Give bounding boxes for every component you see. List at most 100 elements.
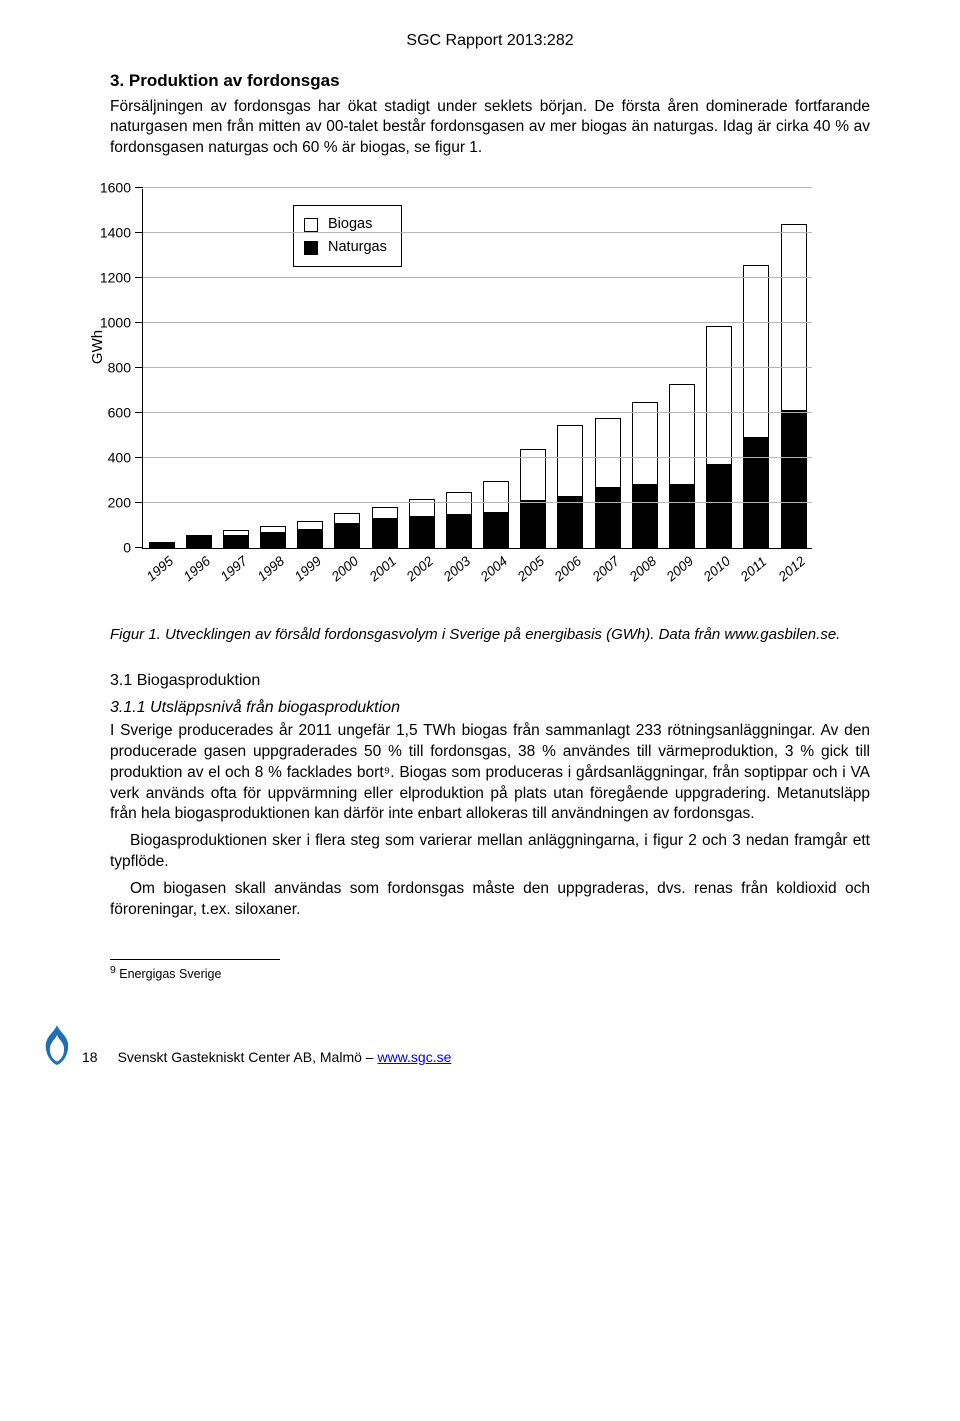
bar-segment-biogas	[372, 507, 398, 519]
flame-icon	[40, 1023, 74, 1067]
bar-segment-naturgas	[149, 544, 175, 548]
gridline	[143, 322, 812, 323]
gridline	[143, 232, 812, 233]
footer-org: Svenskt Gastekniskt Center AB, Malmö –	[118, 1049, 378, 1065]
bar-stack	[372, 507, 398, 549]
gridline	[143, 502, 812, 503]
intro-paragraph: Försäljningen av fordonsgas har ökat sta…	[110, 97, 870, 160]
y-axis-title: GWh	[88, 330, 108, 364]
x-tick-label: 1997	[217, 553, 252, 586]
body-paragraph-3: Om biogasen skall användas som fordonsga…	[110, 879, 870, 921]
bar-segment-naturgas	[446, 515, 472, 549]
figure-1-chart: GWh Biogas Naturgas 19951996199719981999…	[80, 177, 870, 617]
bar-slot: 1995	[143, 189, 180, 548]
y-tick	[135, 322, 143, 323]
footer-text: Svenskt Gastekniskt Center AB, Malmö – w…	[118, 1048, 452, 1067]
bar-segment-biogas	[483, 481, 509, 514]
bar-slot: 2002	[403, 189, 440, 548]
x-tick-label: 2007	[589, 553, 624, 586]
figure-1-caption: Figur 1. Utvecklingen av försåld fordons…	[110, 625, 870, 645]
x-tick-label: 2011	[737, 554, 771, 587]
x-tick-label: 2004	[477, 553, 512, 586]
gridline	[143, 277, 812, 278]
y-tick-label: 1600	[100, 179, 131, 198]
body-paragraph-1: I Sverige producerades år 2011 ungefär 1…	[110, 721, 870, 826]
y-tick	[135, 457, 143, 458]
x-tick-label: 2010	[700, 553, 735, 586]
bar-stack	[149, 542, 175, 548]
y-tick-label: 1200	[100, 269, 131, 288]
x-tick-label: 1996	[180, 553, 215, 586]
gridline	[143, 457, 812, 458]
bar-segment-biogas	[669, 384, 695, 485]
gridline	[143, 367, 812, 368]
subsubsection-heading: 3.1.1 Utsläppsnivå från biogasproduktion	[110, 697, 870, 719]
y-tick-label: 600	[108, 404, 131, 423]
bar-segment-biogas	[446, 492, 472, 515]
bar-segment-naturgas	[520, 501, 546, 548]
bar-slot: 2010	[701, 189, 738, 548]
bar-stack	[743, 265, 769, 549]
bar-stack	[781, 224, 807, 548]
y-tick-label: 200	[108, 494, 131, 513]
footer-link[interactable]: www.sgc.se	[377, 1049, 451, 1065]
x-tick-label: 2008	[626, 553, 661, 586]
bar-slot: 2006	[552, 189, 589, 548]
bar-stack	[669, 384, 695, 548]
bar-stack	[297, 521, 323, 548]
bar-stack	[557, 425, 583, 549]
bar-stack	[260, 526, 286, 549]
bar-segment-naturgas	[334, 524, 360, 549]
y-tick-label: 1400	[100, 224, 131, 243]
x-tick-label: 2001	[365, 553, 400, 586]
bar-segment-naturgas	[706, 465, 732, 548]
bar-segment-naturgas	[669, 485, 695, 548]
x-tick-label: 2005	[514, 553, 549, 586]
bar-slot: 2012	[775, 189, 812, 548]
bar-segment-biogas	[260, 526, 286, 533]
bar-stack	[595, 418, 621, 549]
subsection-heading: 3.1 Biogasproduktion	[110, 670, 870, 692]
y-tick	[135, 367, 143, 368]
section-heading: 3. Produktion av fordonsgas	[110, 70, 870, 93]
bar-stack	[409, 499, 435, 549]
x-tick-label: 2009	[663, 553, 698, 586]
y-tick	[135, 412, 143, 413]
x-tick-label: 2002	[403, 553, 438, 586]
bar-segment-naturgas	[297, 530, 323, 548]
y-tick	[135, 232, 143, 233]
bar-segment-biogas	[632, 402, 658, 485]
footnote: 9 Energigas Sverige	[110, 964, 870, 983]
bar-segment-biogas	[297, 521, 323, 530]
bar-slot: 2008	[626, 189, 663, 548]
bar-segment-naturgas	[781, 411, 807, 548]
bar-segment-naturgas	[595, 488, 621, 549]
x-tick-label: 2006	[551, 553, 586, 586]
bar-slot: 2001	[366, 189, 403, 548]
body-paragraph-2: Biogasproduktionen sker i flera steg som…	[110, 831, 870, 873]
bar-stack	[706, 326, 732, 549]
bar-stack	[186, 535, 212, 549]
y-tick-label: 800	[108, 359, 131, 378]
bar-slot: 1998	[255, 189, 292, 548]
page-number: 18	[82, 1048, 98, 1067]
bar-segment-biogas	[706, 326, 732, 466]
bar-segment-naturgas	[632, 485, 658, 548]
bar-stack	[334, 513, 360, 548]
bar-segment-naturgas	[186, 537, 212, 548]
bar-segment-naturgas	[223, 536, 249, 548]
y-tick	[135, 187, 143, 188]
bar-stack	[632, 402, 658, 548]
bar-segment-biogas	[595, 418, 621, 488]
y-tick	[135, 547, 143, 548]
bar-stack	[520, 449, 546, 548]
bar-segment-biogas	[781, 224, 807, 411]
bar-stack	[223, 530, 249, 548]
x-tick-label: 2000	[328, 553, 363, 586]
bar-segment-biogas	[557, 425, 583, 497]
gridline	[143, 187, 812, 188]
footnote-text: Energigas Sverige	[116, 967, 222, 981]
bar-slot: 1997	[217, 189, 254, 548]
y-tick	[135, 277, 143, 278]
bar-slot: 2005	[515, 189, 552, 548]
